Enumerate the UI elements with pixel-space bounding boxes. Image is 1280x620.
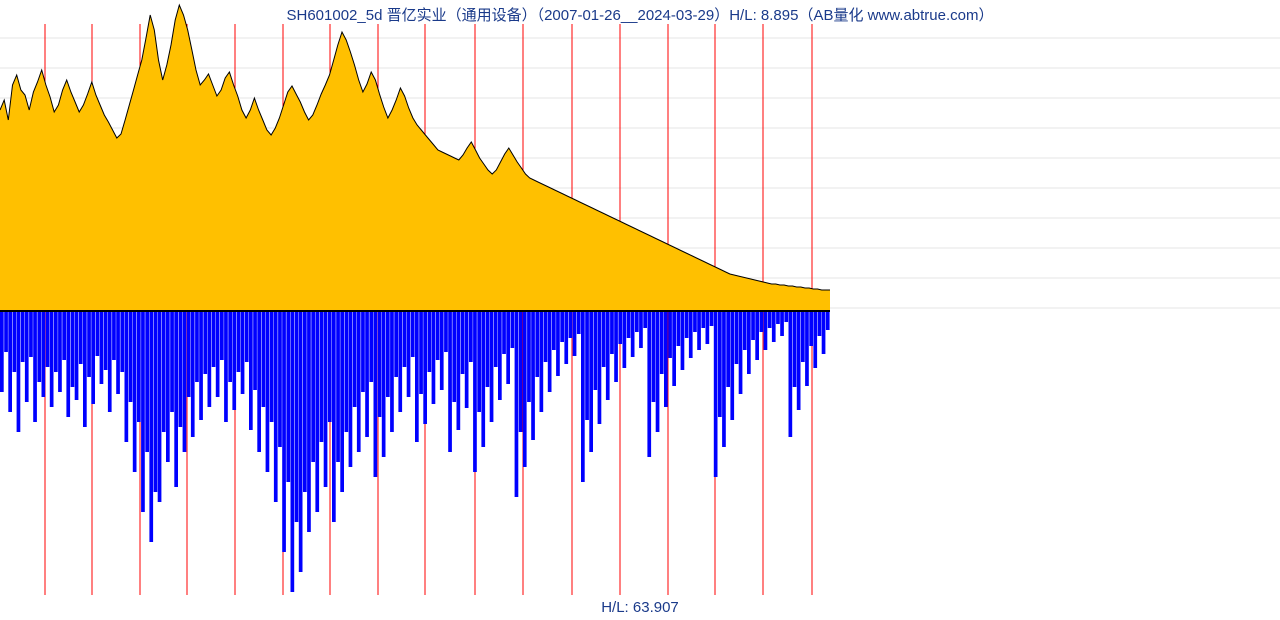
stock-chart bbox=[0, 0, 1280, 620]
bottom-ratio-label: H/L: 63.907 bbox=[0, 599, 1280, 616]
